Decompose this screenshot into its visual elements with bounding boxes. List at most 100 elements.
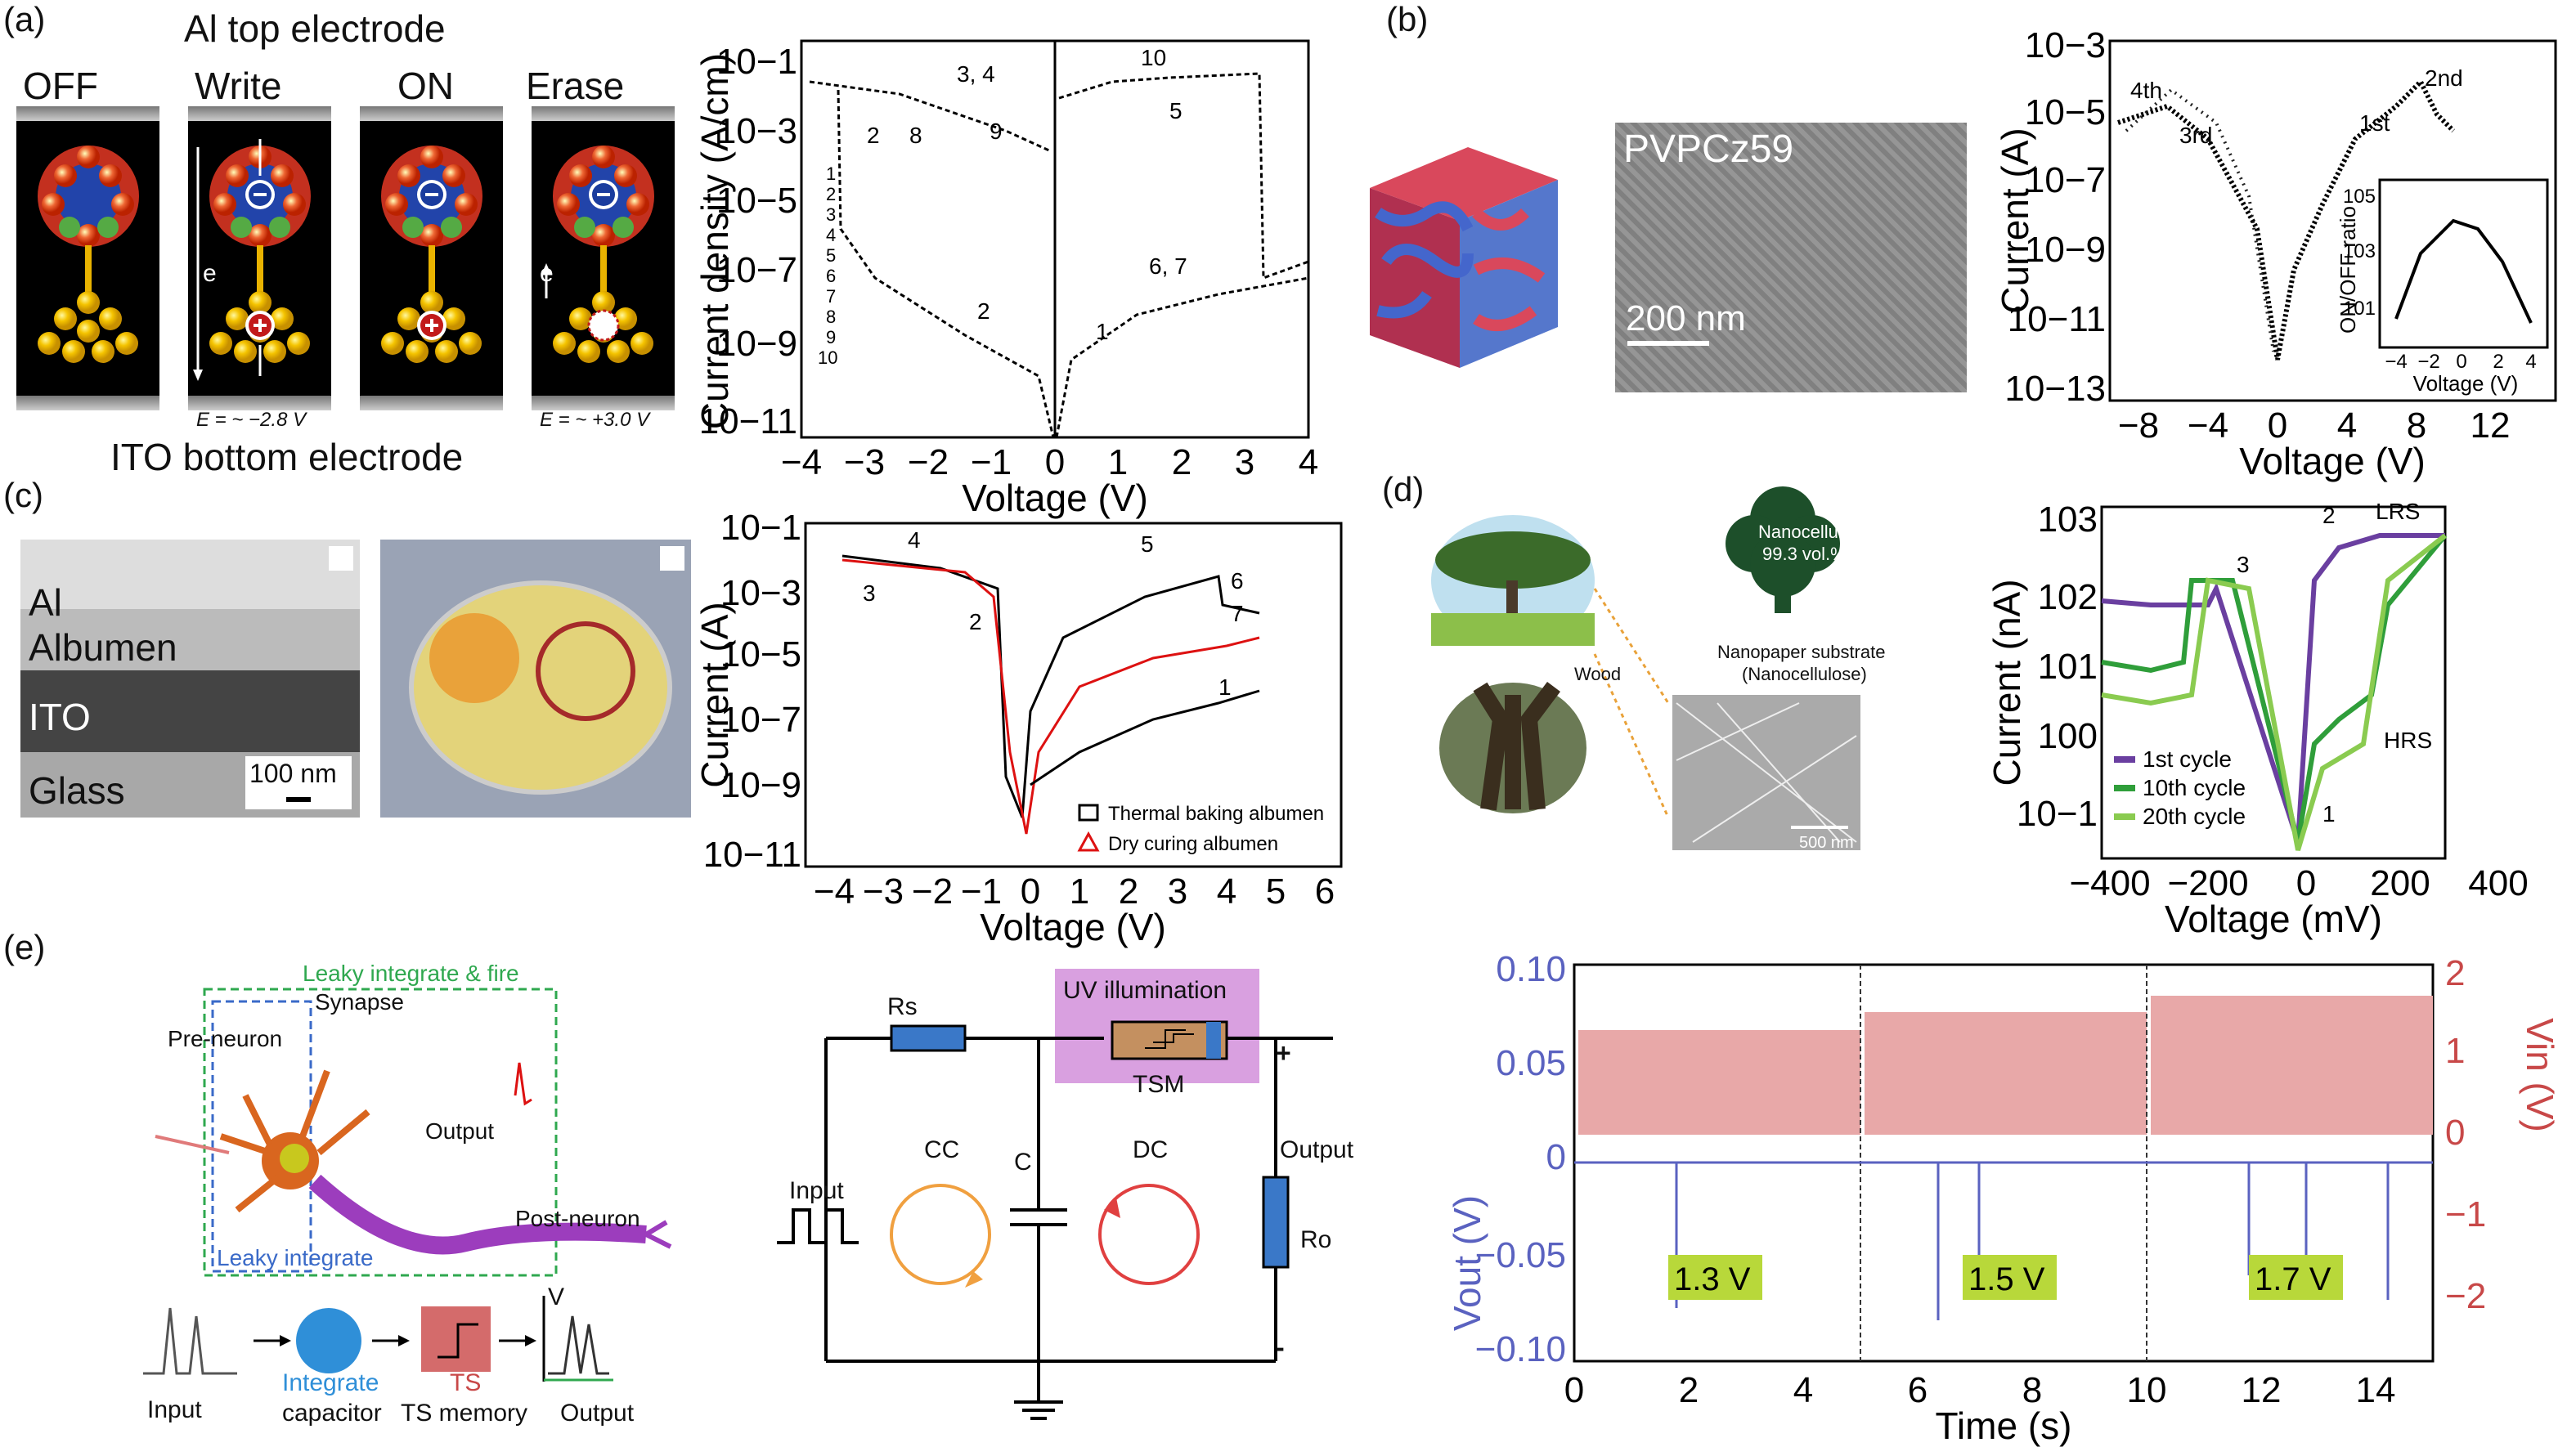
leaky-integrate-label: Leaky integrate: [217, 1245, 374, 1270]
tem-image-c: [20, 540, 360, 818]
svg-text:10−9: 10−9: [720, 765, 801, 805]
svg-text:Current (nA): Current (nA): [1986, 579, 2028, 786]
vin-pulses: [1578, 996, 2433, 1135]
lif-label: Leaky integrate & fire: [303, 961, 519, 986]
svg-text:102: 102: [2038, 577, 2098, 617]
bottom-electrode-label: ITO bottom electrode: [110, 436, 464, 478]
sem-label-b: PVPCz59: [1623, 128, 1794, 171]
svg-text:1: 1: [1218, 674, 1232, 700]
scale-text-d: 500 nm: [1799, 834, 1854, 852]
svg-text:0: 0: [2296, 863, 2316, 903]
svg-text:6: 6: [1315, 871, 1335, 912]
svg-text:7: 7: [826, 286, 836, 307]
synapse-label: Synapse: [315, 989, 404, 1015]
svg-text:100: 100: [2038, 716, 2098, 756]
circuit-minus: -: [1276, 1333, 1285, 1362]
chart-a-xticks: −4 −3 −2 −1 0 1 2 3 4: [781, 442, 1318, 482]
cube-illustration: [1370, 147, 1558, 368]
svg-text:5: 5: [826, 245, 836, 266]
layer-albumen: Albumen: [29, 626, 177, 669]
svg-text:−2: −2: [2417, 351, 2439, 373]
svg-text:2: 2: [1119, 871, 1138, 912]
svg-text:−4: −4: [2188, 405, 2228, 446]
svg-text:1st: 1st: [2359, 110, 2390, 136]
svg-text:Current (A): Current (A): [693, 602, 736, 787]
svg-text:Vin (V): Vin (V): [2519, 1018, 2561, 1132]
svg-text:−3: −3: [863, 871, 904, 912]
svg-text:0: 0: [1564, 1370, 1584, 1410]
svg-text:1: 1: [2445, 1031, 2465, 1071]
svg-text:1: 1: [1070, 871, 1089, 912]
flow-capacitor: capacitor: [282, 1400, 382, 1427]
svg-text:4th: 4th: [2130, 78, 2162, 103]
ylabel-a: Current density (A/cm): [693, 53, 736, 429]
svg-text:7: 7: [1231, 601, 1244, 626]
panel-d-label: (d): [1382, 470, 1425, 508]
curve-a-on-left: [809, 80, 1052, 153]
sem-image-b: [1615, 123, 1967, 392]
svg-text:9: 9: [826, 327, 836, 347]
flow-output: Output: [560, 1400, 635, 1427]
layer-glass: Glass: [29, 769, 125, 812]
output-label-neuron: Output: [425, 1118, 495, 1144]
svg-text:10−13: 10−13: [2004, 369, 2106, 409]
svg-text:Voltage (mV): Voltage (mV): [2165, 898, 2382, 940]
svg-text:Voltage (V): Voltage (V): [2239, 440, 2426, 482]
field-write: E = ~ −2.8 V: [196, 409, 307, 431]
svg-text:−1: −1: [2445, 1194, 2486, 1234]
inset-b: [2378, 178, 2549, 349]
chart-a-yticks: 10−1 10−3 10−5 10−7 10−9 10−11: [699, 42, 797, 441]
xtick-a-6: 2: [1172, 442, 1192, 482]
xtick-a-4: 0: [1045, 442, 1065, 482]
panel-e-label: (e): [3, 928, 46, 966]
molecule-off: [16, 106, 159, 410]
svg-text:4: 4: [2337, 405, 2357, 446]
svg-text:−4: −4: [2385, 351, 2407, 373]
svg-text:3rd: 3rd: [2179, 123, 2212, 148]
state-off: OFF: [23, 65, 98, 107]
svg-text:0.05: 0.05: [1496, 1043, 1566, 1083]
svg-text:8: 8: [826, 307, 836, 327]
scale-bar-b: [1627, 341, 1709, 346]
flow-input: Input: [147, 1396, 202, 1423]
scale-text-c: 100 nm: [249, 759, 337, 788]
xtick-a-0: −4: [781, 442, 822, 482]
neuron-illustration: [155, 988, 672, 1277]
chart-e: 0.10 0.05 0 −0.05 −0.10 2 1 0 −1 −2 0 2 …: [1446, 949, 2561, 1447]
svg-text:−2: −2: [2445, 1276, 2486, 1316]
svg-text:1: 1: [826, 164, 836, 184]
svg-text:101: 101: [2343, 298, 2376, 320]
ytick-a-4: 10−9: [716, 324, 797, 364]
xlabel-a: Voltage (V): [962, 477, 1148, 519]
svg-text:2: 2: [2445, 953, 2465, 993]
panel-c-label: (c): [3, 476, 43, 514]
svg-text:−4: −4: [814, 871, 855, 912]
svg-text:10−3: 10−3: [720, 573, 801, 613]
svg-text:4: 4: [1793, 1370, 1813, 1410]
svg-text:2: 2: [2322, 503, 2336, 528]
anno-a-34: 3, 4: [957, 61, 995, 87]
svg-text:103: 103: [2038, 500, 2098, 540]
substrate-label-2: (Nanocellulose): [1742, 664, 1867, 684]
svg-text:2: 2: [1679, 1370, 1699, 1410]
svg-text:200: 200: [2370, 863, 2430, 903]
svg-text:Vout (V): Vout (V): [1446, 1195, 1488, 1331]
anno-a-2bot: 2: [977, 298, 990, 324]
svg-text:Current (A): Current (A): [1994, 128, 2036, 313]
svg-text:8: 8: [2022, 1370, 2042, 1410]
svg-text:−0.10: −0.10: [1475, 1329, 1566, 1369]
svg-text:10−11: 10−11: [2008, 299, 2106, 339]
circuit-rs: Rs: [887, 993, 918, 1020]
vol-label: 99.3 vol.%: [1762, 544, 1847, 564]
svg-text:6: 6: [1231, 568, 1244, 594]
chart-b: 10−3 10−5 10−7 10−9 10−11 10−13 −8 −4 0 …: [1994, 25, 2557, 482]
svg-text:4: 4: [908, 527, 921, 553]
svg-text:0: 0: [2445, 1113, 2465, 1153]
chart-c: 10−1 10−3 10−5 10−7 10−9 10−11 −4 −3 −2 …: [693, 508, 1343, 948]
layer-al: Al: [29, 581, 62, 624]
svg-text:10−5: 10−5: [2025, 92, 2106, 132]
pre-neuron-label: Pre-neuron: [168, 1026, 283, 1051]
chart-d: 103 102 101 100 10−1 −400 −200 0 200 400…: [1986, 499, 2529, 940]
svg-text:−1: −1: [961, 871, 1002, 912]
svg-text:10−3: 10−3: [2025, 25, 2106, 65]
